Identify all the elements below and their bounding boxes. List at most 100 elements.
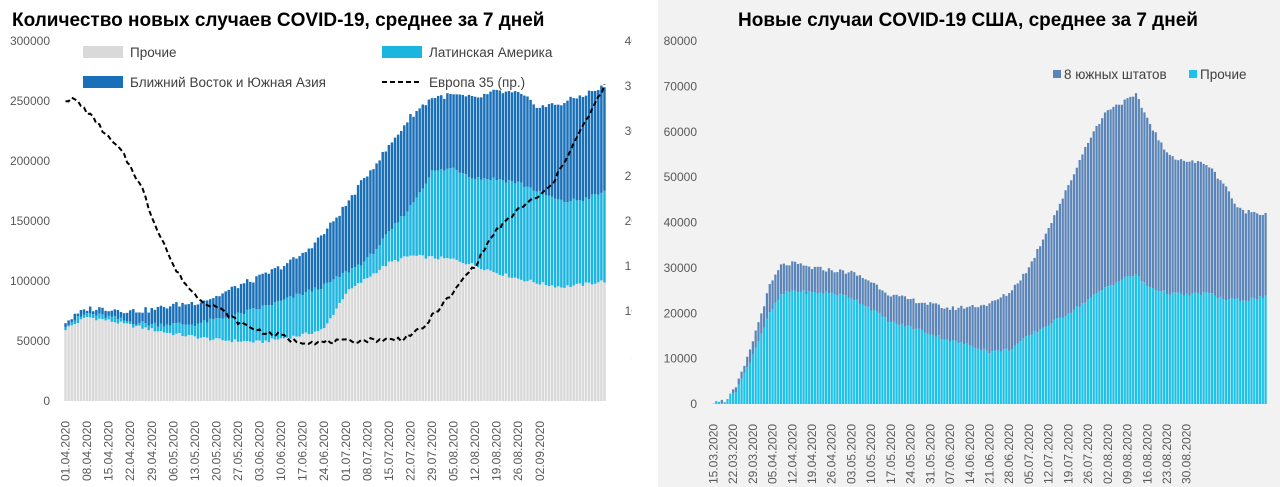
bar-us-south (805, 265, 808, 294)
bar-mideast (495, 89, 498, 181)
bar-us-other (732, 393, 735, 404)
bar-mideast (227, 289, 230, 319)
bar-us-other (1157, 290, 1160, 404)
bar-other (218, 338, 221, 401)
bar-other (270, 338, 274, 401)
bar-mideast (520, 93, 523, 183)
bar-us-south (968, 306, 971, 345)
bar-other (470, 263, 474, 401)
bar-us-other (1168, 294, 1171, 404)
bar-mideast (504, 91, 508, 183)
bar-us-south (839, 269, 842, 294)
bar-us-south (723, 402, 726, 403)
bar-latam (553, 198, 557, 288)
y-tick-label: 0 (690, 397, 697, 411)
bar-other (550, 285, 554, 401)
bar-us-other (760, 333, 763, 404)
bar-mideast (273, 268, 277, 303)
bar-us-south (847, 272, 850, 298)
left-chart: 0500001000001500002000002500003000000500… (10, 34, 632, 481)
bar-latam (104, 317, 107, 321)
bar-other (264, 340, 267, 401)
bar-us-south (1050, 223, 1053, 324)
bar-latam (279, 300, 283, 339)
bar-other (396, 261, 400, 401)
bar-us-other (816, 293, 819, 404)
bar-us-south (943, 308, 946, 340)
bar-us-other (1075, 306, 1078, 404)
bar-latam (572, 198, 575, 286)
bar-mideast (138, 312, 141, 324)
bar-latam (252, 308, 255, 343)
bar-mideast (455, 94, 458, 171)
bar-mideast (532, 104, 535, 191)
bar-us-south (932, 303, 935, 335)
bar-us-south (1157, 140, 1160, 291)
bar-other (510, 277, 514, 401)
x-tick-label: 19.07.2020 (1061, 424, 1075, 484)
bar-us-other (1213, 295, 1216, 404)
bar-latam (492, 177, 495, 273)
bar-us-other (1244, 300, 1247, 404)
bar-other (513, 277, 517, 401)
bar-other (433, 258, 437, 401)
bar-us-other (974, 348, 977, 404)
bar-us-south (1236, 207, 1239, 299)
bar-us-other (726, 399, 729, 404)
bar-mideast (79, 309, 83, 317)
bar-latam (335, 276, 338, 309)
x-tick-label: 10.06.2020 (274, 421, 288, 481)
bar-other (476, 267, 480, 401)
bar-latam (363, 261, 366, 279)
bar-other (578, 283, 582, 401)
bar-mideast (319, 235, 323, 290)
bar-us-south (1129, 96, 1132, 277)
bar-other (557, 286, 560, 401)
bar-mideast (427, 99, 431, 178)
bar-mideast (82, 309, 86, 315)
bar-latam (504, 182, 508, 274)
bar-mideast (581, 96, 585, 201)
bar-us-other (985, 350, 988, 404)
bar-us-other (965, 342, 969, 404)
bar-mideast (587, 90, 591, 199)
bar-mideast (501, 93, 505, 181)
bar-mideast (159, 305, 163, 324)
bar-us-south (771, 280, 774, 309)
bar-latam (218, 318, 221, 339)
bar-latam (449, 168, 452, 259)
bars (64, 85, 606, 401)
bar-latam (470, 178, 474, 264)
bar-us-south (1205, 165, 1208, 293)
bar-mideast (267, 273, 271, 306)
bar-us-south (844, 273, 847, 296)
bar-mideast (381, 152, 384, 239)
bar-us-south (1092, 131, 1095, 295)
legend-label-other: Прочие (130, 45, 177, 60)
bar-us-other (771, 308, 774, 404)
bar-us-other (948, 341, 952, 404)
bar-mideast (396, 134, 400, 223)
bar-latam (92, 314, 95, 318)
bar-other (593, 283, 597, 401)
bar-other (335, 308, 338, 401)
bar-other (381, 265, 384, 401)
bar-latam (375, 248, 378, 274)
bar-us-other (746, 367, 749, 404)
bar-other (483, 270, 486, 401)
x-tick-label: 20.05.2020 (209, 421, 223, 481)
bar-latam (329, 281, 332, 319)
bar-other (526, 281, 529, 401)
bar-mideast (593, 90, 597, 194)
legend-label-south: 8 южных штатов (1064, 67, 1167, 82)
bar-us-south (889, 296, 893, 323)
bar-latam (187, 324, 190, 335)
bar-us-other (886, 322, 890, 404)
x-tick-label: 12.04.2020 (785, 424, 799, 484)
bar-us-other (1008, 350, 1011, 404)
bar-other (486, 269, 489, 401)
bar-other (350, 288, 354, 401)
bar-us-other (1132, 276, 1135, 404)
bar-mideast (492, 89, 495, 178)
bar-us-south (841, 270, 845, 295)
